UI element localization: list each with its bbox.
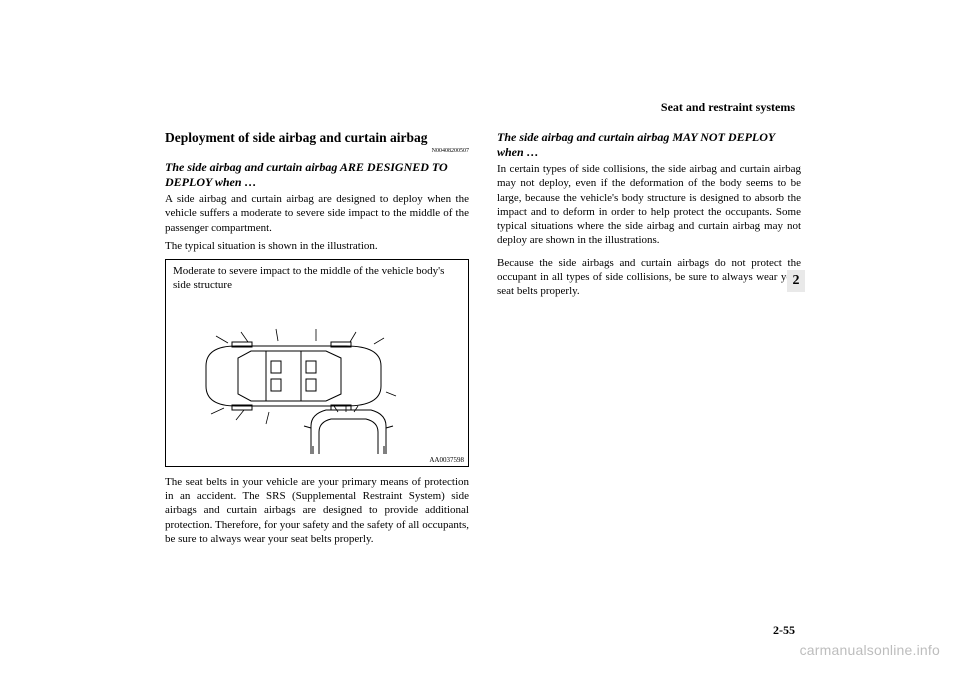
paragraph: The seat belts in your vehicle are your … [165, 475, 469, 546]
page-number: 2-55 [773, 623, 795, 638]
running-head: Seat and restraint systems [661, 100, 795, 115]
paragraph: The typical situation is shown in the il… [165, 239, 469, 253]
sub-heading-not-deploy: The side airbag and curtain airbag MAY N… [497, 130, 801, 160]
page: Seat and restraint systems Deployment of… [0, 0, 960, 678]
left-column: Deployment of side airbag and curtain ai… [165, 130, 469, 550]
right-column: The side airbag and curtain airbag MAY N… [497, 130, 801, 550]
section-code: N00408200507 [165, 148, 469, 154]
figure-illustration [166, 296, 468, 456]
figure-caption: Moderate to severe impact to the middle … [166, 260, 468, 296]
figure-id: AA0037598 [166, 456, 468, 466]
paragraph: In certain types of side collisions, the… [497, 162, 801, 248]
paragraph: A side airbag and curtain airbag are des… [165, 192, 469, 235]
chapter-tab: 2 [787, 270, 805, 292]
figure-box: Moderate to severe impact to the middle … [165, 259, 469, 467]
sub-heading-deploy: The side airbag and curtain airbag ARE D… [165, 160, 469, 190]
content-columns: Deployment of side airbag and curtain ai… [165, 130, 801, 550]
watermark: carmanualsonline.info [800, 642, 940, 658]
section-heading: Deployment of side airbag and curtain ai… [165, 130, 469, 146]
paragraph: Because the side airbags and curtain air… [497, 256, 801, 299]
